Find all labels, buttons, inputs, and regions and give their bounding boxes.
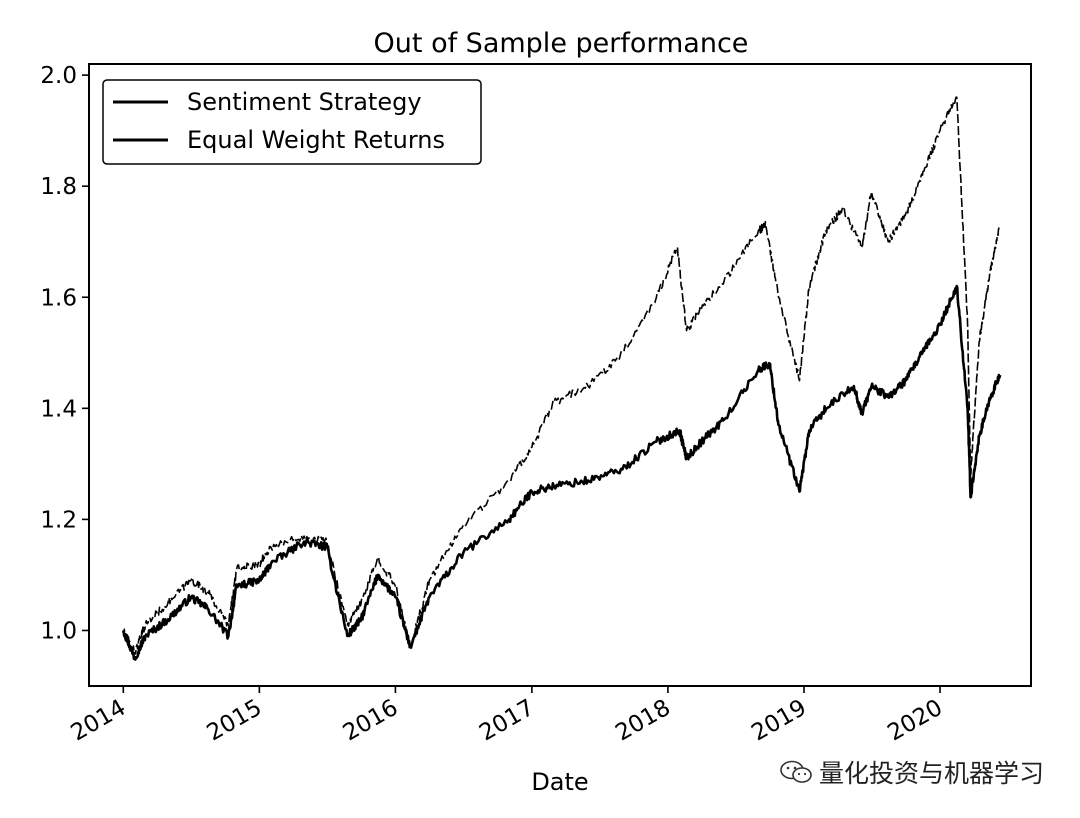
- chart-title: Out of Sample performance: [374, 28, 749, 59]
- x-tick-label: 2018: [611, 695, 675, 747]
- y-tick-label: 1.8: [40, 174, 77, 200]
- x-axis-label: Date: [531, 768, 588, 796]
- y-tick-label: 1.6: [40, 285, 77, 311]
- legend-label-sentiment: Sentiment Strategy: [187, 88, 422, 116]
- x-tick-label: 2014: [67, 695, 131, 747]
- y-tick-label: 2.0: [40, 63, 77, 89]
- legend-label-equal-weight: Equal Weight Returns: [187, 126, 445, 154]
- watermark: 量化投资与机器学习: [779, 754, 1044, 790]
- watermark-text: 量化投资与机器学习: [818, 759, 1044, 788]
- series-line-sentiment-strategy: [122, 284, 1002, 661]
- wechat-icon: [780, 760, 812, 783]
- legend-box: [102, 79, 482, 165]
- plot-area: [122, 96, 1002, 661]
- axes: 1.0 1.2 1.4 1.6 1.8 2.0 2014 2015 2016 2017 2018 20…: [40, 63, 947, 746]
- series-line-equal-weight-returns: [122, 96, 1001, 655]
- plot-frame: [88, 63, 1032, 687]
- x-tick-label: 2017: [475, 695, 539, 747]
- x-tick-label: 2020: [883, 695, 947, 747]
- y-tick-label: 1.0: [40, 618, 77, 644]
- y-tick-label: 1.4: [40, 396, 77, 422]
- x-tick-label: 2016: [339, 695, 403, 747]
- x-tick-label: 2019: [747, 695, 811, 747]
- y-tick-label: 1.2: [40, 507, 77, 533]
- legend: Sentiment Strategy Equal Weight Returns: [102, 79, 482, 165]
- x-tick-label: 2015: [203, 695, 267, 747]
